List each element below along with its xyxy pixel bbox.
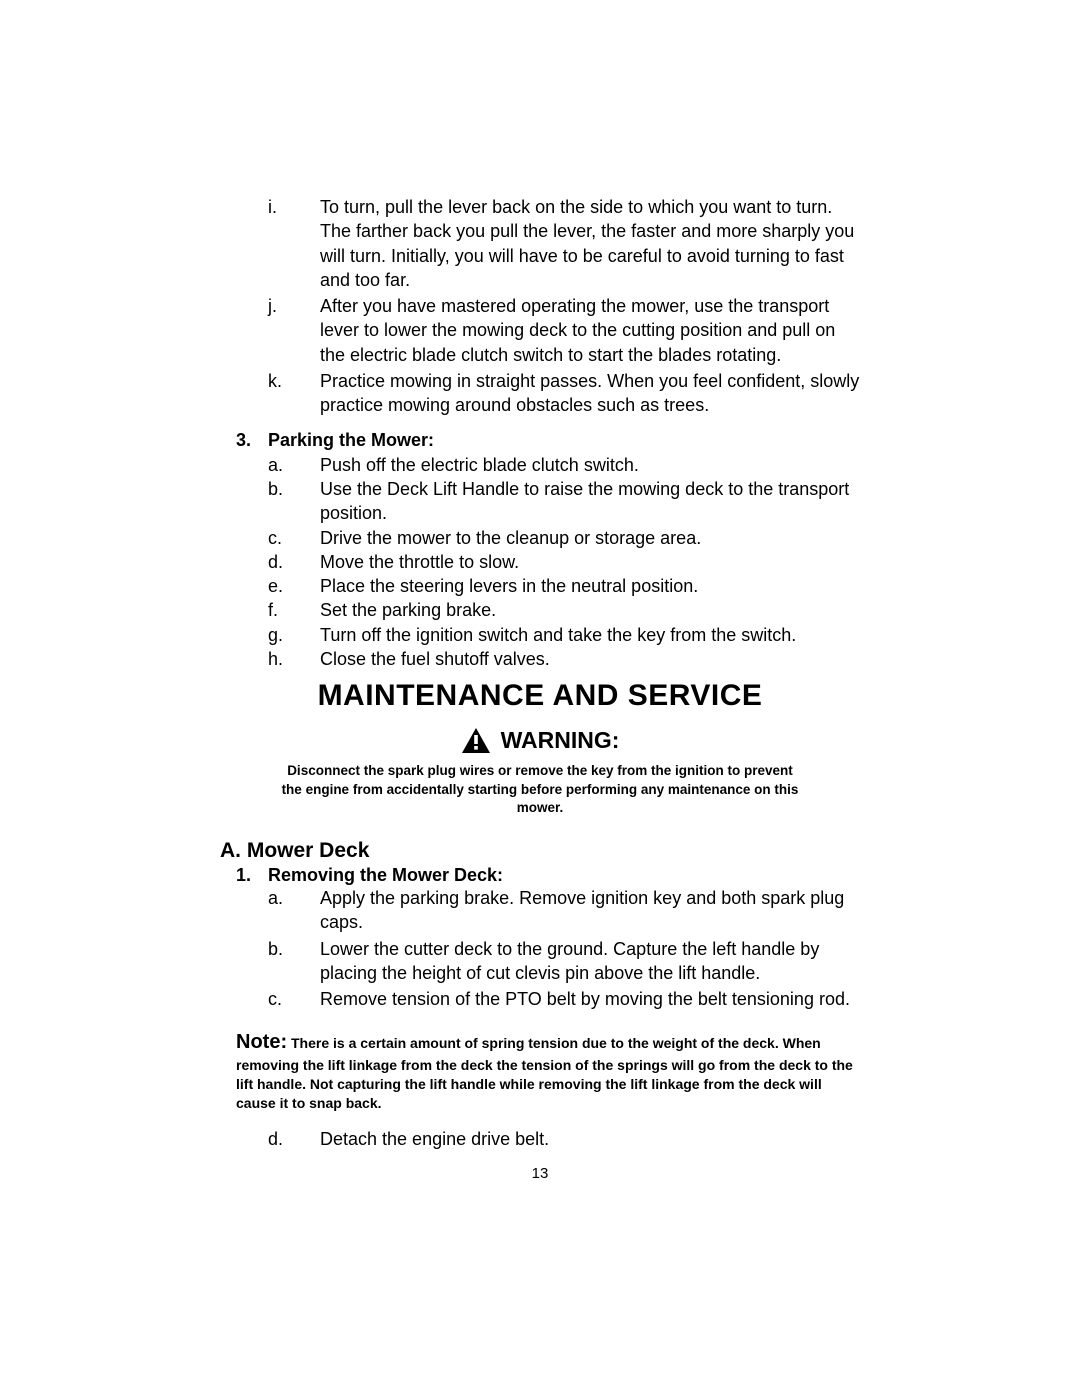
- step-text: Remove tension of the PTO belt by moving…: [320, 987, 860, 1011]
- step-marker: b.: [268, 937, 320, 961]
- step-i: i. To turn, pull the lever back on the s…: [268, 195, 860, 292]
- step-marker: d.: [268, 550, 320, 574]
- step-marker: a.: [268, 453, 320, 477]
- step-marker: f.: [268, 598, 320, 622]
- section-3-heading: 3. Parking the Mower:: [236, 430, 860, 451]
- step-marker: c.: [268, 526, 320, 550]
- step-text: Use the Deck Lift Handle to raise the mo…: [320, 477, 860, 526]
- step-a: a.Apply the parking brake. Remove igniti…: [268, 886, 860, 935]
- warning-body: Disconnect the spark plug wires or remov…: [280, 762, 800, 817]
- step-text: Move the throttle to slow.: [320, 550, 860, 574]
- removing-steps-continued: d. Detach the engine drive belt.: [268, 1127, 860, 1151]
- step-marker: j.: [268, 294, 320, 318]
- step-h: h.Close the fuel shutoff valves.: [268, 647, 860, 671]
- step-text: Turn off the ignition switch and take th…: [320, 623, 860, 647]
- step-e: e.Place the steering levers in the neutr…: [268, 574, 860, 598]
- section-number: 3.: [236, 430, 268, 451]
- step-marker: c.: [268, 987, 320, 1011]
- step-text: Push off the electric blade clutch switc…: [320, 453, 860, 477]
- step-text: Close the fuel shutoff valves.: [320, 647, 860, 671]
- step-marker: e.: [268, 574, 320, 598]
- subsection-title: Removing the Mower Deck:: [268, 865, 503, 886]
- step-marker: b.: [268, 477, 320, 501]
- step-c: c.Remove tension of the PTO belt by movi…: [268, 987, 860, 1011]
- parking-steps: a.Push off the electric blade clutch swi…: [268, 453, 860, 672]
- step-j: j. After you have mastered operating the…: [268, 294, 860, 367]
- step-text: Place the steering levers in the neutral…: [320, 574, 860, 598]
- warning-row: WARNING:: [220, 727, 860, 754]
- manual-page: i. To turn, pull the lever back on the s…: [0, 0, 1080, 1397]
- warning-triangle-icon: [461, 727, 491, 754]
- step-marker: h.: [268, 647, 320, 671]
- step-a: a.Push off the electric blade clutch swi…: [268, 453, 860, 477]
- note-body: There is a certain amount of spring tens…: [236, 1035, 853, 1111]
- step-text: Lower the cutter deck to the ground. Cap…: [320, 937, 860, 986]
- step-marker: i.: [268, 195, 320, 219]
- warning-label: WARNING:: [501, 727, 620, 754]
- operation-steps-continued: i. To turn, pull the lever back on the s…: [268, 195, 860, 418]
- step-b: b.Lower the cutter deck to the ground. C…: [268, 937, 860, 986]
- subsection-number: 1.: [236, 865, 268, 886]
- step-g: g.Turn off the ignition switch and take …: [268, 623, 860, 647]
- step-marker: d.: [268, 1127, 320, 1151]
- step-k: k. Practice mowing in straight passes. W…: [268, 369, 860, 418]
- step-text: Apply the parking brake. Remove ignition…: [320, 886, 860, 935]
- removing-steps: a.Apply the parking brake. Remove igniti…: [268, 886, 860, 1011]
- step-d: d.Move the throttle to slow.: [268, 550, 860, 574]
- step-d: d. Detach the engine drive belt.: [268, 1127, 860, 1151]
- note-block: Note: There is a certain amount of sprin…: [236, 1029, 860, 1113]
- step-marker: g.: [268, 623, 320, 647]
- step-marker: a.: [268, 886, 320, 910]
- maintenance-heading: MAINTENANCE AND SERVICE: [220, 679, 860, 713]
- step-c: c.Drive the mower to the cleanup or stor…: [268, 526, 860, 550]
- page-number: 13: [0, 1165, 1080, 1182]
- note-label: Note:: [236, 1031, 287, 1053]
- step-text: Set the parking brake.: [320, 598, 860, 622]
- step-text: Drive the mower to the cleanup or storag…: [320, 526, 860, 550]
- section-a-heading: A. Mower Deck: [220, 839, 860, 863]
- subsection-1-heading: 1. Removing the Mower Deck:: [236, 865, 860, 886]
- step-text: Detach the engine drive belt.: [320, 1127, 860, 1151]
- step-b: b.Use the Deck Lift Handle to raise the …: [268, 477, 860, 526]
- step-text: After you have mastered operating the mo…: [320, 294, 860, 367]
- step-f: f.Set the parking brake.: [268, 598, 860, 622]
- step-marker: k.: [268, 369, 320, 393]
- step-text: Practice mowing in straight passes. When…: [320, 369, 860, 418]
- section-title: Parking the Mower:: [268, 430, 434, 451]
- step-text: To turn, pull the lever back on the side…: [320, 195, 860, 292]
